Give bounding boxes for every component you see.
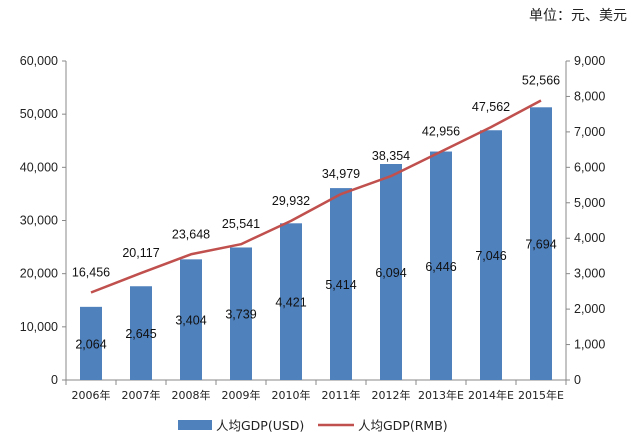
bar-value-label: 5,414 [325, 278, 356, 292]
line-value-label: 25,541 [222, 217, 260, 231]
bar [280, 223, 302, 380]
x-tick-label: 2009年 [222, 388, 261, 402]
chart-legend: 人均GDP(USD) 人均GDP(RMB) [178, 418, 448, 433]
x-tick-label: 2013年E [418, 388, 464, 402]
unit-label: 单位：元、美元 [529, 8, 627, 24]
left-tick-label: 30,000 [20, 214, 58, 228]
left-tick-label: 0 [51, 373, 58, 387]
line-value-label: 52,566 [522, 74, 560, 88]
bar-value-label: 4,421 [275, 296, 306, 310]
left-tick-label: 50,000 [20, 107, 58, 121]
line-value-label: 34,979 [322, 167, 360, 181]
line-value-label: 29,932 [272, 194, 310, 208]
line-value-label: 20,117 [122, 246, 159, 260]
x-tick-label: 2015年E [518, 388, 564, 402]
right-tick-label: 7,000 [574, 125, 605, 139]
bar [80, 306, 102, 380]
bar-series-usd [80, 107, 552, 381]
bar [380, 164, 402, 380]
x-tick-label: 2014年E [468, 388, 514, 402]
bar-value-label: 2,064 [75, 337, 106, 351]
bar [480, 130, 502, 380]
bar [330, 188, 352, 380]
left-tick-label: 20,000 [20, 267, 58, 281]
bar-value-label: 6,446 [425, 260, 456, 274]
bar-value-label: 2,645 [125, 327, 156, 341]
data-labels: 2,064 2,645 3,404 3,739 4,421 5,414 6,094 6,446… [72, 74, 560, 352]
x-tick-label: 2008年 [172, 388, 211, 402]
bar-value-label: 3,404 [175, 314, 206, 328]
bar-value-label: 6,094 [375, 266, 406, 280]
right-tick-label: 2,000 [574, 302, 605, 316]
legend-label-rmb: 人均GDP(RMB) [358, 418, 448, 433]
rmb-line [90, 99, 542, 294]
line-value-label: 16,456 [72, 266, 110, 280]
legend-label-usd: 人均GDP(USD) [216, 418, 304, 433]
bar-value-label: 7,046 [475, 249, 506, 263]
left-tick-label: 10,000 [20, 320, 58, 334]
bar [430, 151, 452, 380]
line-series-rmb [90, 99, 542, 294]
right-tick-label: 3,000 [574, 267, 605, 281]
chart-axes: 0 10,000 20,000 30,000 40,000 50,000 60,000 0 1,… [20, 54, 606, 402]
bar [180, 259, 202, 380]
right-tick-label: 8,000 [574, 89, 605, 103]
bar-value-label: 7,694 [525, 238, 556, 252]
x-tick-label: 2012年 [372, 388, 411, 402]
left-tick-label: 60,000 [20, 54, 58, 68]
line-value-label: 42,956 [422, 125, 460, 139]
x-tick-label: 2007年 [122, 388, 161, 402]
right-tick-label: 4,000 [574, 231, 605, 245]
right-tick-label: 0 [574, 373, 581, 387]
x-tick-label: 2011年 [322, 388, 361, 402]
left-tick-label: 40,000 [20, 160, 58, 174]
right-tick-label: 9,000 [574, 54, 605, 68]
line-value-label: 47,562 [472, 100, 510, 114]
right-tick-label: 1,000 [574, 338, 605, 352]
line-value-label: 38,354 [372, 149, 410, 163]
bar [530, 107, 552, 381]
bar-value-label: 3,739 [225, 308, 256, 322]
legend-swatch-usd [178, 420, 212, 430]
bar [130, 286, 152, 380]
right-tick-label: 6,000 [574, 160, 605, 174]
x-tick-label: 2006年 [72, 388, 111, 402]
right-tick-label: 5,000 [574, 196, 605, 210]
bar [230, 247, 252, 380]
x-tick-label: 2010年 [272, 388, 311, 402]
line-value-label: 23,648 [172, 227, 210, 241]
